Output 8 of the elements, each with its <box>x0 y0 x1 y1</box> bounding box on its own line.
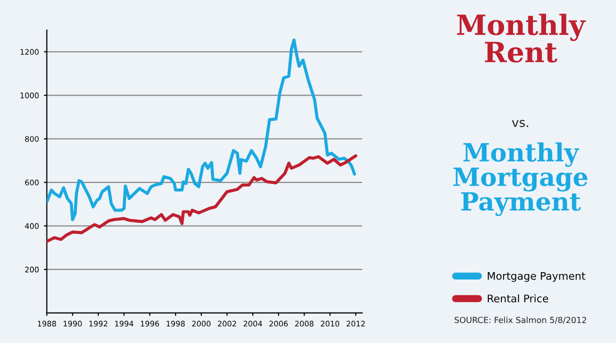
line-series <box>46 38 356 222</box>
legend-label: Mortgage Payment <box>488 272 586 282</box>
text: Monthly Rent <box>457 14 586 62</box>
legend-label: Rental Price <box>488 294 548 302</box>
line-series <box>46 154 358 243</box>
text: vs. <box>512 120 528 128</box>
source-note: SOURCE: Felix Salmon 5/8/2012 <box>454 316 586 324</box>
text: Monthly Mortgage Payment <box>454 142 588 216</box>
